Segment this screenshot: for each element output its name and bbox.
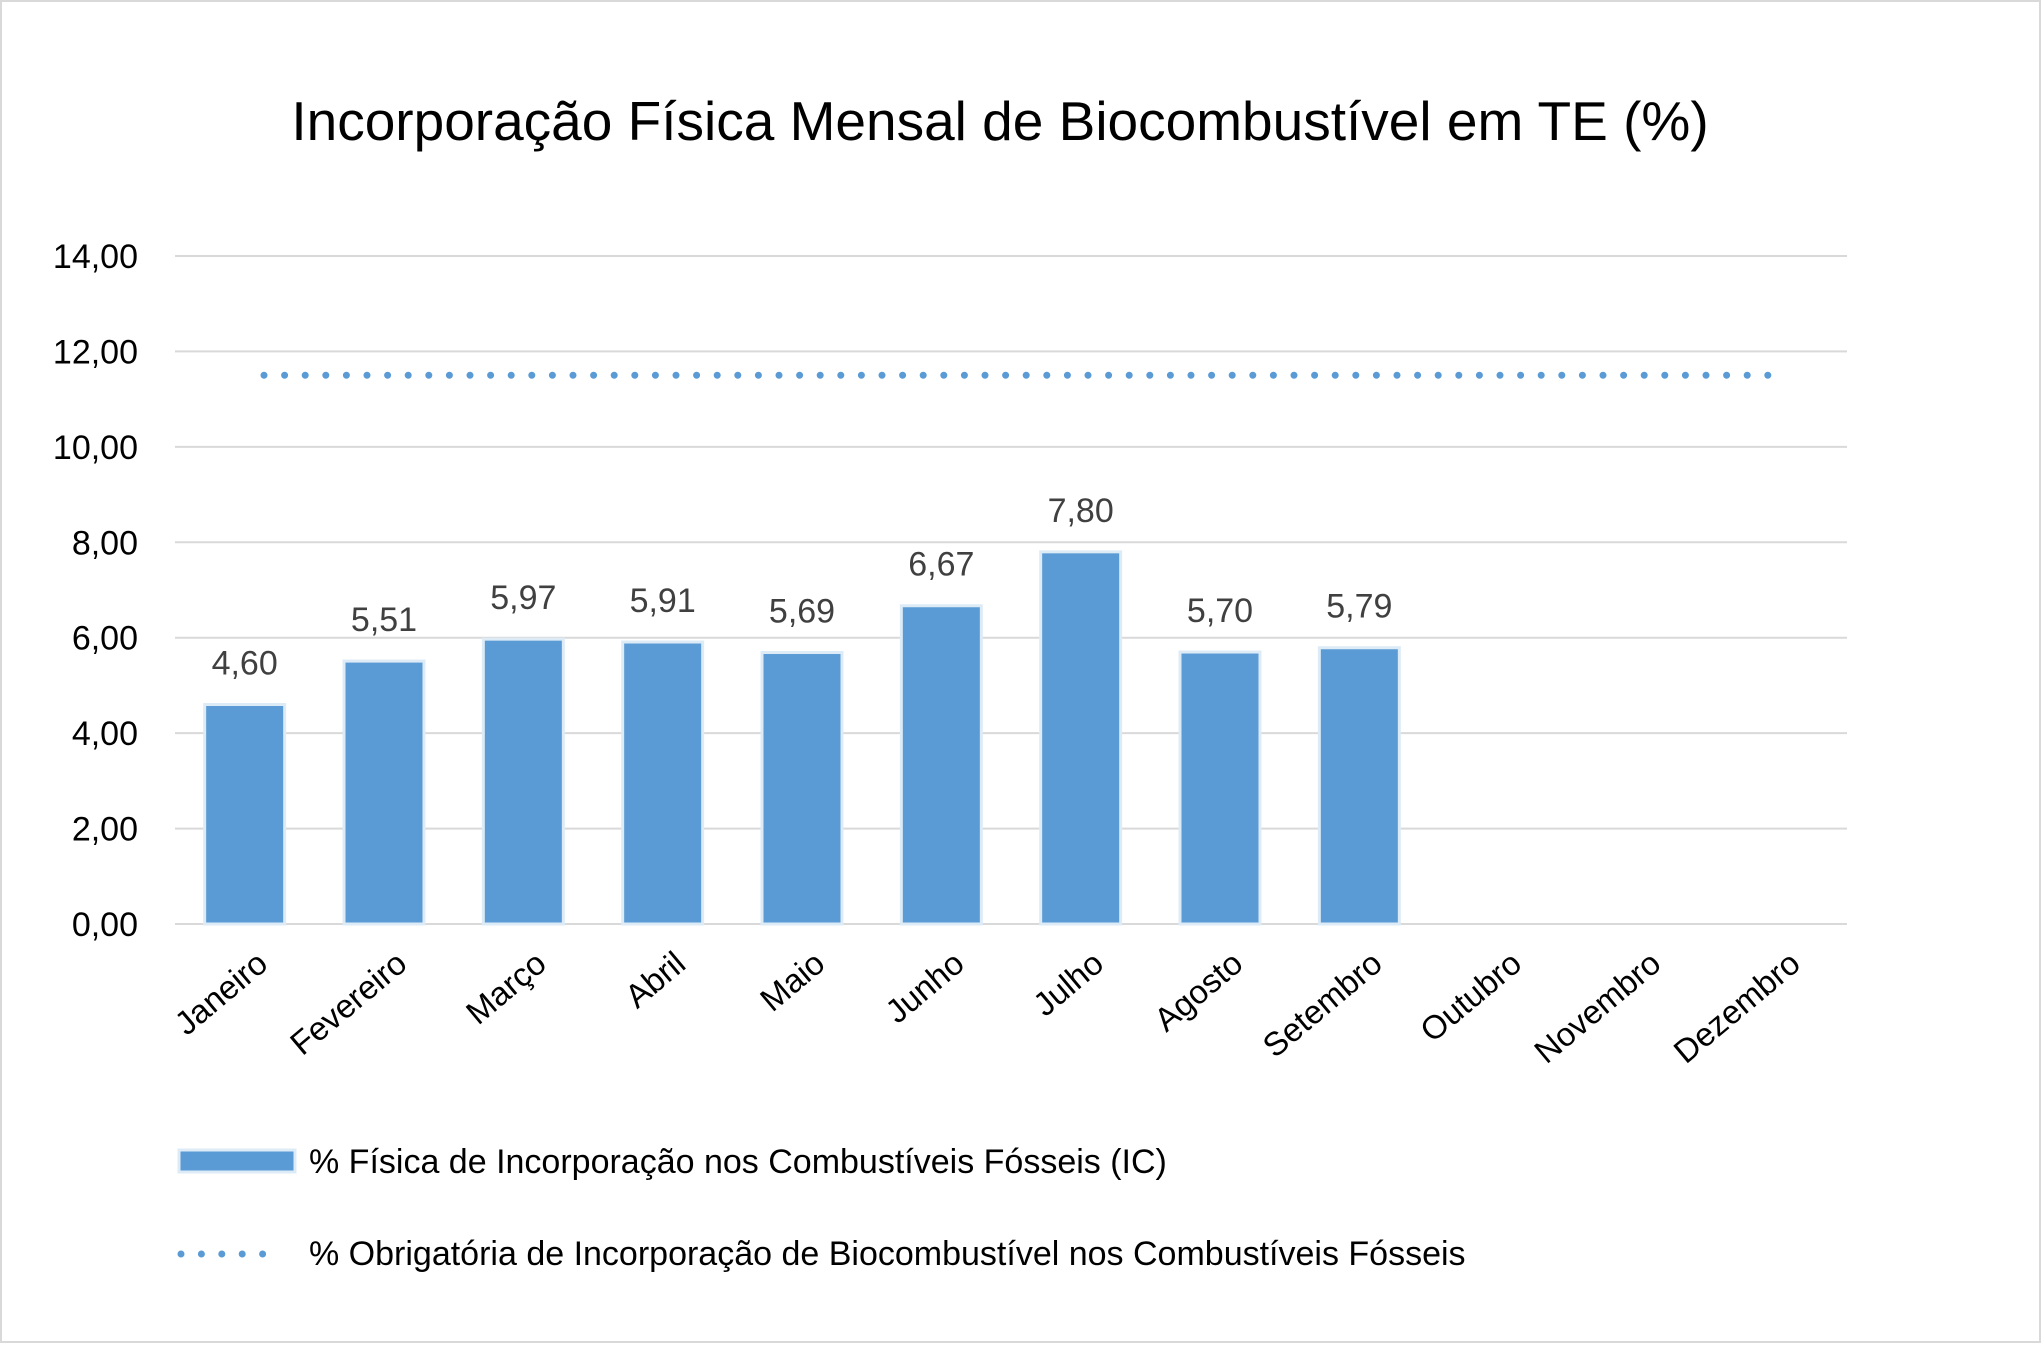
chart-title: Incorporação Física Mensal de Biocombust… [291, 90, 1708, 152]
bar [203, 703, 287, 926]
x-tick-label: Julho [1026, 944, 1110, 1023]
x-tick-label: Fevereiro [283, 944, 414, 1062]
data-label: 6,67 [908, 546, 974, 584]
gridlines [175, 255, 1847, 925]
x-tick-label: Janeiro [167, 944, 274, 1042]
data-label: 5,79 [1326, 588, 1392, 626]
data-label: 5,70 [1187, 592, 1253, 630]
data-label: 5,91 [630, 582, 696, 620]
bar [899, 604, 983, 926]
bar [760, 651, 844, 926]
x-tick-label: Novembro [1527, 944, 1667, 1070]
bar-series [203, 550, 1401, 926]
bar [1317, 646, 1401, 926]
x-tick-label: Outubro [1413, 944, 1528, 1049]
y-tick-label: 2,00 [72, 811, 138, 849]
legend: % Física de Incorporação nos Combustívei… [177, 1143, 1466, 1273]
x-tick-label: Março [459, 944, 553, 1031]
data-labels: 4,60 5,51 5,97 5,91 5,69 6,67 7,80 5,70 5,79 [212, 492, 1393, 683]
data-label: 5,69 [769, 593, 835, 631]
bar [621, 640, 705, 926]
x-tick-label: Agosto [1147, 944, 1249, 1038]
data-label: 4,60 [212, 645, 278, 683]
bar [1178, 650, 1262, 926]
x-axis-ticks: Janeiro Fevereiro Março Abril Maio Junho Julho… [167, 944, 1806, 1070]
y-tick-label: 12,00 [53, 333, 138, 371]
x-tick-label: Junho [878, 944, 971, 1030]
x-tick-label: Abril [618, 944, 692, 1015]
data-label: 7,80 [1048, 492, 1114, 530]
bar [342, 659, 426, 926]
bar [1039, 550, 1123, 926]
legend-bar-label: % Física de Incorporação nos Combustívei… [309, 1143, 1167, 1181]
y-tick-label: 14,00 [53, 238, 138, 276]
data-label: 5,97 [490, 579, 556, 617]
y-tick-label: 6,00 [72, 620, 138, 658]
legend-item-bar: % Física de Incorporação nos Combustívei… [177, 1143, 1167, 1181]
y-tick-label: 8,00 [72, 524, 138, 562]
y-tick-label: 10,00 [53, 429, 138, 467]
legend-line-label: % Obrigatória de Incorporação de Biocomb… [309, 1235, 1466, 1273]
y-tick-label: 4,00 [72, 715, 138, 753]
x-tick-label: Dezembro [1666, 944, 1806, 1070]
legend-item-line: % Obrigatória de Incorporação de Biocomb… [177, 1235, 1466, 1273]
data-label: 5,51 [351, 601, 417, 639]
y-axis-ticks: 0,00 2,00 4,00 6,00 8,00 10,00 12,00 14,00 [53, 238, 138, 944]
legend-bar-swatch [177, 1148, 297, 1174]
x-tick-label: Setembro [1255, 944, 1388, 1064]
y-tick-label: 0,00 [72, 906, 138, 944]
x-tick-label: Maio [753, 944, 832, 1018]
bar [481, 637, 565, 926]
